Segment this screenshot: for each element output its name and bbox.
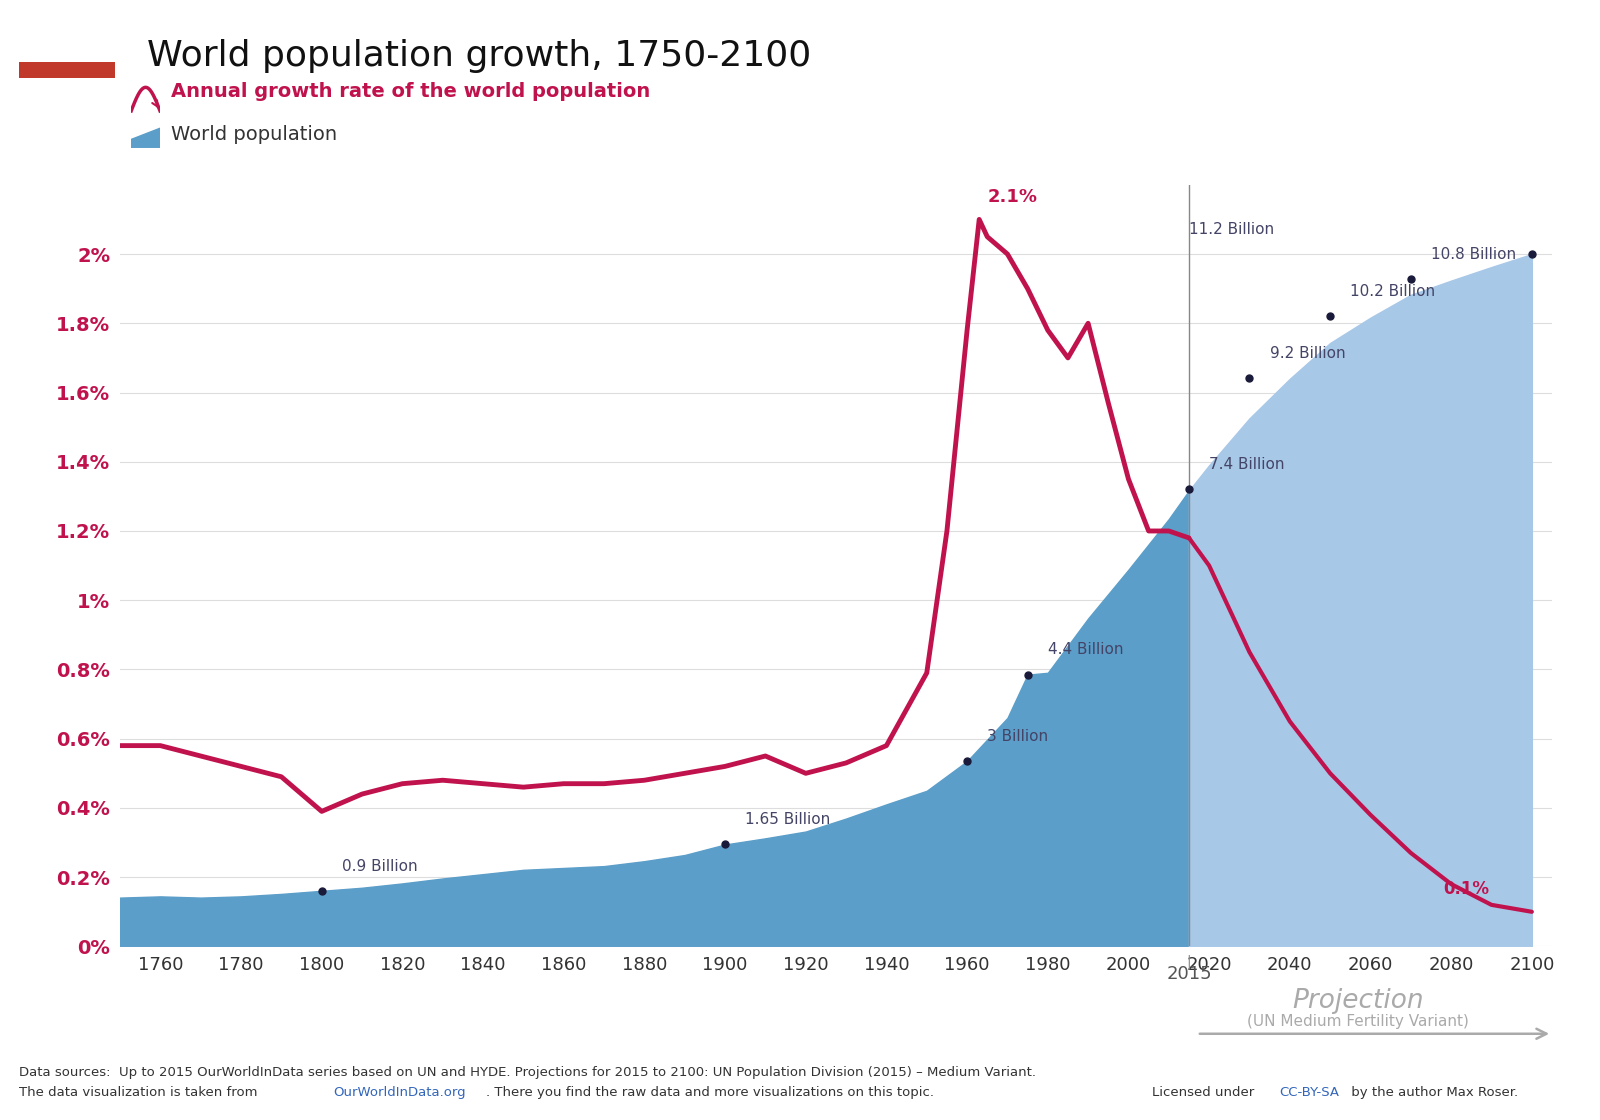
Text: 11.2 Billion: 11.2 Billion	[1189, 222, 1274, 236]
Text: Annual growth rate of the world population: Annual growth rate of the world populati…	[171, 83, 651, 101]
Text: 10.2 Billion: 10.2 Billion	[1350, 284, 1435, 299]
Text: 10.8 Billion: 10.8 Billion	[1430, 248, 1517, 262]
Text: Licensed under: Licensed under	[1152, 1086, 1259, 1100]
Text: Data sources:  Up to 2015 OurWorldInData series based on UN and HYDE. Projection: Data sources: Up to 2015 OurWorldInData …	[19, 1066, 1037, 1080]
Text: 4.4 Billion: 4.4 Billion	[1048, 643, 1123, 657]
Polygon shape	[131, 129, 160, 148]
Text: 2.1%: 2.1%	[987, 187, 1037, 206]
Text: The data visualization is taken from: The data visualization is taken from	[19, 1086, 262, 1100]
Text: in Data: in Data	[40, 39, 94, 53]
Text: Projection: Projection	[1293, 988, 1424, 1014]
Text: 0.9 Billion: 0.9 Billion	[342, 859, 418, 874]
Text: World population: World population	[171, 125, 338, 143]
Text: by the author Max Roser.: by the author Max Roser.	[1347, 1086, 1518, 1100]
Text: . There you find the raw data and more visualizations on this topic.: . There you find the raw data and more v…	[486, 1086, 933, 1100]
Text: 7.4 Billion: 7.4 Billion	[1210, 457, 1285, 472]
Bar	[19, 62, 115, 78]
Text: 0.1%: 0.1%	[1443, 880, 1490, 898]
Text: 3 Billion: 3 Billion	[987, 729, 1048, 744]
Text: (UN Medium Fertility Variant): (UN Medium Fertility Variant)	[1248, 1014, 1469, 1028]
Text: 9.2 Billion: 9.2 Billion	[1270, 346, 1346, 361]
Text: OurWorldInData.org: OurWorldInData.org	[333, 1086, 466, 1100]
Text: World population growth, 1750-2100: World population growth, 1750-2100	[147, 39, 811, 73]
Text: |: |	[1187, 954, 1192, 969]
Text: CC-BY-SA: CC-BY-SA	[1280, 1086, 1339, 1100]
Text: Our World: Our World	[29, 24, 106, 37]
Text: 1.65 Billion: 1.65 Billion	[746, 812, 830, 828]
Text: 2015: 2015	[1166, 965, 1211, 983]
